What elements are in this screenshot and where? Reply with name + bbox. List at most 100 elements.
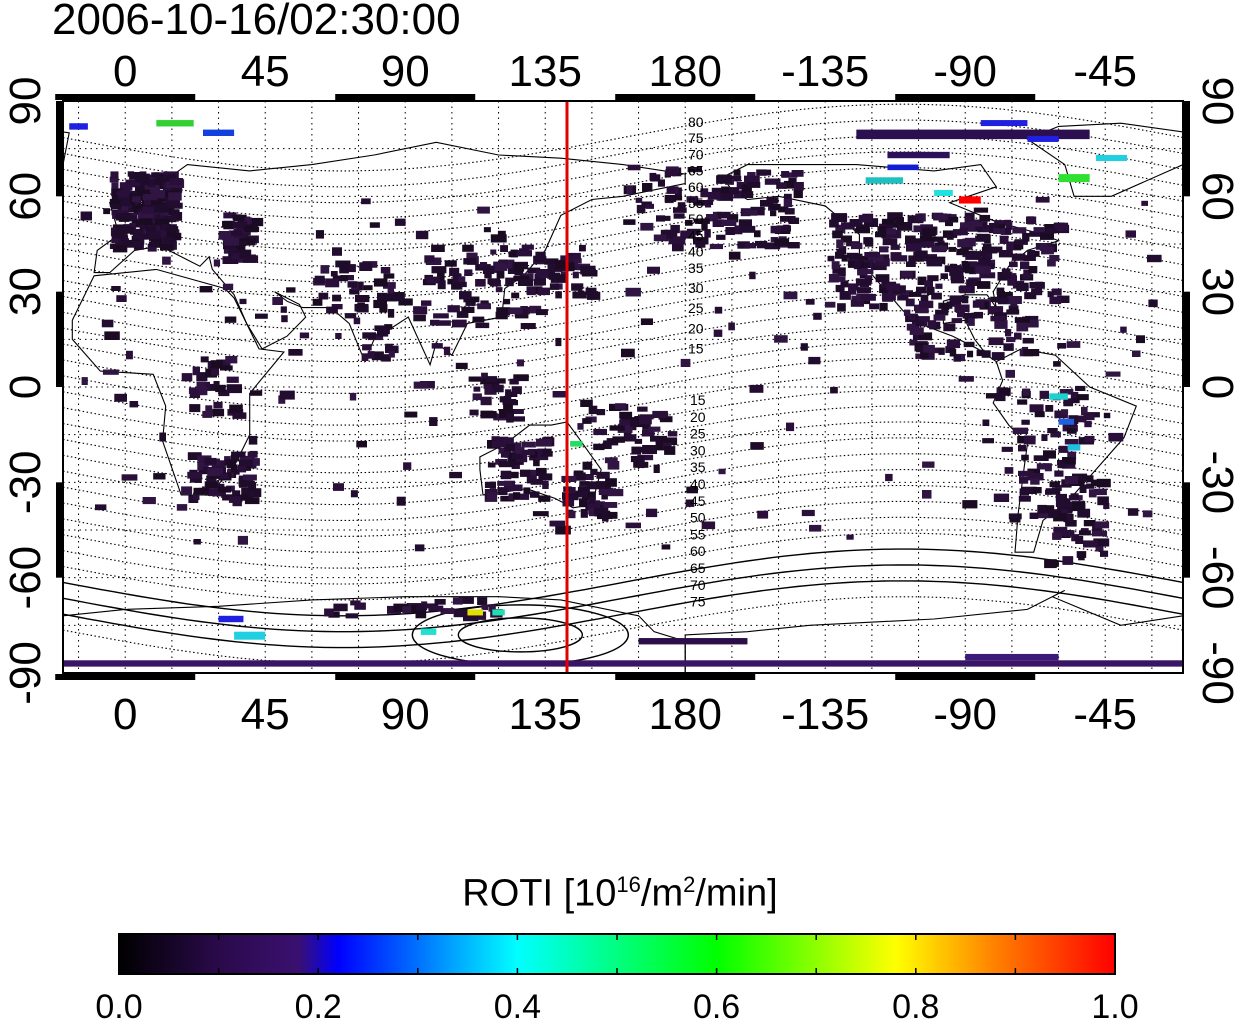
roti-patch xyxy=(497,230,506,237)
roti-patch xyxy=(498,409,514,418)
roti-patch xyxy=(1034,411,1045,418)
roti-patch xyxy=(1005,223,1013,230)
roti-patch xyxy=(536,309,548,316)
roti-patch xyxy=(473,386,481,392)
roti-patch xyxy=(877,226,893,234)
roti-patch xyxy=(318,292,329,300)
roti-patch xyxy=(119,227,134,234)
roti-patch xyxy=(869,303,879,310)
roti-patch xyxy=(652,410,668,418)
roti-patch xyxy=(1014,332,1022,340)
roti-patch xyxy=(1046,228,1057,234)
roti-patch xyxy=(212,408,225,417)
roti-patch xyxy=(948,217,959,223)
roti-patch xyxy=(145,174,155,180)
roti-patch xyxy=(1055,493,1067,501)
roti-patch xyxy=(480,396,492,406)
roti-patch xyxy=(982,419,990,426)
roti-patch xyxy=(1028,266,1038,274)
roti-patch xyxy=(793,189,803,199)
roti-patch xyxy=(144,185,160,193)
roti-patch xyxy=(404,411,418,418)
roti-patch xyxy=(332,294,341,302)
roti-patch xyxy=(1053,222,1069,231)
roti-patch xyxy=(1048,509,1058,518)
roti-patch xyxy=(673,207,687,213)
roti-patch xyxy=(718,192,734,201)
roti-patch xyxy=(1127,508,1139,516)
coastline xyxy=(992,348,1138,553)
roti-patch xyxy=(371,351,384,361)
roti-patch xyxy=(881,292,896,301)
colorbar-label-main: ROTI [10 xyxy=(462,872,617,915)
roti-patch xyxy=(594,505,609,514)
roti-patch xyxy=(1020,261,1030,270)
roti-patch xyxy=(194,477,202,483)
roti-patch xyxy=(1005,369,1015,378)
roti-patch xyxy=(477,597,488,605)
roti-patch xyxy=(488,278,500,286)
roti-patch xyxy=(625,287,641,297)
roti-patch xyxy=(672,236,686,245)
colorbar-tick-label: 0.4 xyxy=(494,988,541,1024)
roti-patch xyxy=(774,238,790,246)
contour-label-south: 45 xyxy=(690,493,706,509)
roti-patch xyxy=(764,242,781,250)
roti-patch xyxy=(569,487,576,494)
roti-patch xyxy=(449,471,462,479)
roti-highlight xyxy=(1058,418,1075,425)
roti-patch xyxy=(81,377,88,385)
roti-patch xyxy=(927,275,939,282)
roti-patch xyxy=(361,353,369,361)
roti-patch xyxy=(656,215,665,222)
roti-patch xyxy=(577,487,590,492)
roti-patch xyxy=(223,212,237,219)
roti-patch xyxy=(1070,493,1079,500)
roti-patch xyxy=(521,449,535,456)
roti-patch xyxy=(463,615,479,622)
roti-patch xyxy=(536,467,547,476)
roti-patch xyxy=(472,316,485,323)
roti-patch xyxy=(111,182,119,189)
contour-label-north: 35 xyxy=(688,260,704,276)
roti-patch xyxy=(666,186,676,194)
roti-patch xyxy=(1066,341,1081,348)
roti-patch xyxy=(142,497,156,505)
roti-patch xyxy=(102,369,119,375)
roti-patch xyxy=(1079,484,1087,493)
roti-patch xyxy=(377,292,388,301)
roti-highlight xyxy=(156,120,194,127)
roti-patch xyxy=(170,209,180,217)
roti-patch xyxy=(657,179,665,187)
roti-patch xyxy=(646,508,658,518)
roti-patch xyxy=(226,460,236,469)
roti-patch xyxy=(680,230,696,239)
roti-patch xyxy=(917,276,927,285)
roti-patch xyxy=(864,238,874,247)
roti-patch xyxy=(1086,483,1095,489)
roti-patch xyxy=(1022,337,1034,344)
roti-patch xyxy=(962,312,978,319)
roti-patch xyxy=(635,197,643,203)
roti-patch xyxy=(555,260,567,269)
roti-patch xyxy=(226,376,239,383)
contour-line xyxy=(63,484,1183,553)
contour-label-north: 30 xyxy=(688,280,704,296)
roti-patch xyxy=(359,262,373,271)
roti-patch xyxy=(224,237,240,246)
roti-patch xyxy=(480,300,489,307)
roti-patch xyxy=(111,286,121,291)
roti-patch xyxy=(972,300,985,308)
roti-highlight xyxy=(570,441,583,447)
roti-patch xyxy=(1018,445,1027,452)
roti-patch xyxy=(996,297,1009,303)
roti-patch xyxy=(888,222,899,228)
roti-patch xyxy=(1061,409,1069,415)
roti-patch xyxy=(577,423,584,430)
roti-patch xyxy=(211,367,220,376)
roti-patch xyxy=(603,502,618,508)
contour-label-north: 50 xyxy=(688,211,704,227)
roti-patch xyxy=(281,315,288,323)
roti-patch xyxy=(981,246,998,254)
roti-patch xyxy=(362,332,376,339)
